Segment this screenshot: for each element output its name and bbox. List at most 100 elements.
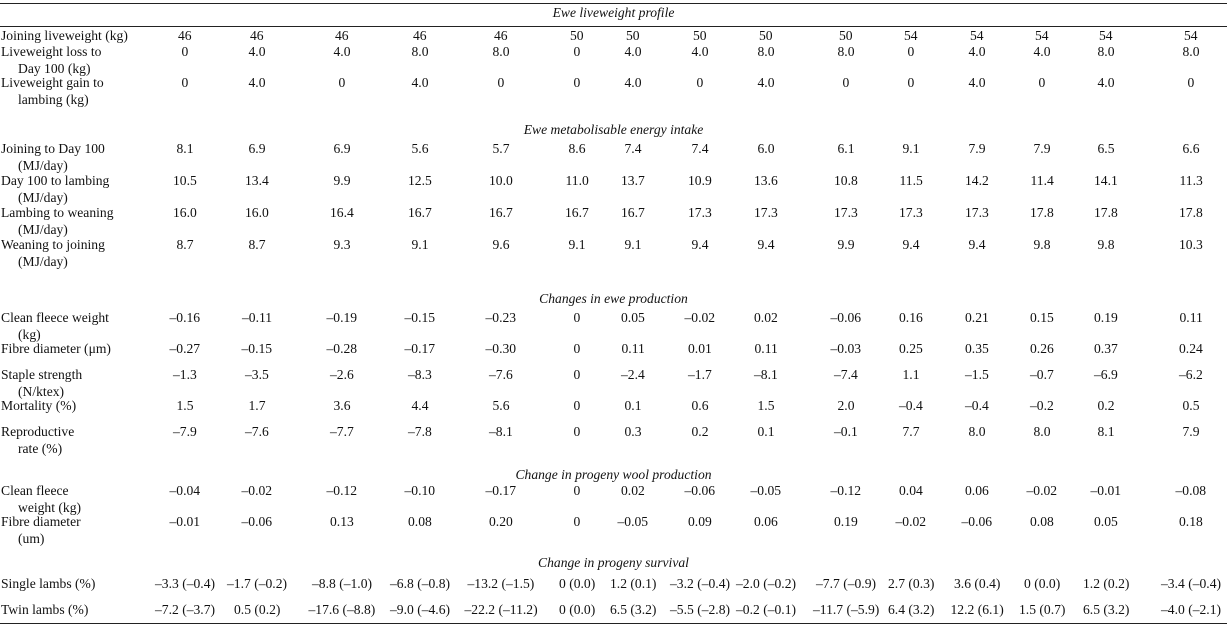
table-cell: 16.0 bbox=[245, 205, 269, 220]
row-label-line: Clean fleece weight bbox=[1, 310, 109, 325]
table-cell: –0.05 bbox=[617, 514, 649, 529]
table-cell: 46 bbox=[335, 28, 349, 43]
table-cell: –0.03 bbox=[830, 341, 862, 356]
table-cell: 0 bbox=[573, 424, 581, 439]
table-cell: 0.1 bbox=[624, 398, 642, 413]
table-cell: –6.2 bbox=[1179, 367, 1203, 382]
row-label-line: Liveweight gain to bbox=[1, 75, 104, 90]
table-cell: 17.3 bbox=[899, 205, 923, 220]
table-cell: –7.8 bbox=[408, 424, 432, 439]
table-cell: 7.4 bbox=[624, 141, 642, 156]
table-cell: 9.3 bbox=[333, 237, 351, 252]
table-cell: 5.6 bbox=[411, 141, 429, 156]
table-cell: –0.01 bbox=[169, 514, 201, 529]
table-cell: –0.06 bbox=[241, 514, 273, 529]
table-cell: 6.9 bbox=[248, 141, 266, 156]
table-cell: 9.9 bbox=[837, 237, 855, 252]
table-cell: 3.6 bbox=[333, 398, 351, 413]
table-cell: –0.17 bbox=[485, 483, 517, 498]
table-cell: –7.9 bbox=[173, 424, 197, 439]
table-cell: –2.4 bbox=[621, 367, 645, 382]
table-cell: 3.6 (0.4) bbox=[954, 576, 1001, 591]
row-label-line: Clean fleece bbox=[1, 483, 69, 498]
table-cell: 0 bbox=[573, 44, 581, 59]
table-cell: 4.0 bbox=[1033, 44, 1051, 59]
table-cell: 50 bbox=[626, 28, 640, 43]
table-cell: 4.0 bbox=[624, 44, 642, 59]
table-cell: 0.16 bbox=[899, 310, 923, 325]
table-cell: 8.0 bbox=[757, 44, 775, 59]
table-cell: 0.2 bbox=[1097, 398, 1115, 413]
table-cell: 0.21 bbox=[965, 310, 989, 325]
row-label-line: Single lambs (%) bbox=[1, 576, 96, 591]
table-cell: 9.4 bbox=[968, 237, 986, 252]
row-label-line: Weaning to joining bbox=[1, 237, 105, 252]
table-cell: 2.7 (0.3) bbox=[888, 576, 935, 591]
table-cell: 50 bbox=[839, 28, 853, 43]
table-cell: 1.5 (0.7) bbox=[1019, 602, 1066, 617]
section-title: Change in progeny wool production bbox=[515, 467, 712, 482]
table-cell: 5.6 bbox=[492, 398, 510, 413]
table-cell: –3.3 (–0.4) bbox=[155, 576, 216, 591]
table-cell: 0.06 bbox=[754, 514, 778, 529]
row-label-continuation: rate (%) bbox=[18, 441, 63, 456]
table-cell: 0 bbox=[907, 75, 915, 90]
table-cell: 0 bbox=[573, 514, 581, 529]
section-title: Change in progeny survival bbox=[538, 555, 689, 570]
row-label: Staple strength (N/ktex) bbox=[1, 366, 82, 400]
table-cell: –0.11 bbox=[242, 310, 273, 325]
table-cell: 54 bbox=[1035, 28, 1049, 43]
table-cell: 0 bbox=[1187, 75, 1195, 90]
table-cell: 1.5 bbox=[176, 398, 194, 413]
table-cell: 11.4 bbox=[1030, 173, 1054, 188]
table-cell: 4.0 bbox=[333, 44, 351, 59]
table-cell: –7.2 (–3.7) bbox=[155, 602, 216, 617]
row-label-line: Joining liveweight (kg) bbox=[1, 28, 128, 43]
table-cell: 0.02 bbox=[754, 310, 778, 325]
table-cell: –6.8 (–0.8) bbox=[390, 576, 451, 591]
table-cell: 6.5 (3.2) bbox=[1083, 602, 1130, 617]
table-cell: 0.1 bbox=[757, 424, 775, 439]
table-cell: 54 bbox=[970, 28, 984, 43]
table-cell: 54 bbox=[904, 28, 918, 43]
table-cell: 0.19 bbox=[834, 514, 858, 529]
table-cell: –13.2 (–1.5) bbox=[467, 576, 535, 591]
table-cell: 0 bbox=[573, 341, 581, 356]
table-cell: 16.7 bbox=[621, 205, 645, 220]
table-cell: 0.11 bbox=[1179, 310, 1203, 325]
table-cell: –0.2 (–0.1) bbox=[736, 602, 797, 617]
row-label-continuation: (MJ/day) bbox=[18, 254, 68, 269]
row-label-line: Day 100 to lambing bbox=[1, 173, 110, 188]
table-cell: 0.15 bbox=[1030, 310, 1054, 325]
table-cell: 4.0 bbox=[624, 75, 642, 90]
table-cell: 0.26 bbox=[1030, 341, 1054, 356]
table-cell: 46 bbox=[413, 28, 427, 43]
row-label: Mortality (%) bbox=[1, 397, 76, 414]
row-label-continuation: (MJ/day) bbox=[18, 222, 68, 237]
table-cell: 17.3 bbox=[754, 205, 778, 220]
table-cell: 50 bbox=[570, 28, 584, 43]
row-label: Fibre diameter (μm) bbox=[1, 340, 111, 357]
table-cell: 50 bbox=[693, 28, 707, 43]
table-cell: –1.3 bbox=[173, 367, 197, 382]
row-label-continuation: (kg) bbox=[18, 327, 41, 342]
table-cell: 8.1 bbox=[176, 141, 194, 156]
table-cell: –0.27 bbox=[169, 341, 201, 356]
table-cell: –1.5 bbox=[965, 367, 989, 382]
table-cell: 0.35 bbox=[965, 341, 989, 356]
table-cell: 4.0 bbox=[968, 44, 986, 59]
table-cell: 0 (0.0) bbox=[559, 602, 596, 617]
table-cell: 7.9 bbox=[1033, 141, 1051, 156]
table-cell: 54 bbox=[1184, 28, 1198, 43]
table-cell: 8.6 bbox=[568, 141, 586, 156]
row-label-line: Liveweight loss to bbox=[1, 44, 102, 59]
table-cell: –0.4 bbox=[899, 398, 923, 413]
row-label: Reproductive rate (%) bbox=[1, 423, 74, 457]
row-label: Twin lambs (%) bbox=[1, 601, 88, 618]
table-cell: 8.1 bbox=[1097, 424, 1115, 439]
table-cell: 6.5 bbox=[1097, 141, 1115, 156]
table-cell: 0 bbox=[842, 75, 850, 90]
table-cell: 7.7 bbox=[902, 424, 920, 439]
table-cell: –7.6 bbox=[245, 424, 269, 439]
